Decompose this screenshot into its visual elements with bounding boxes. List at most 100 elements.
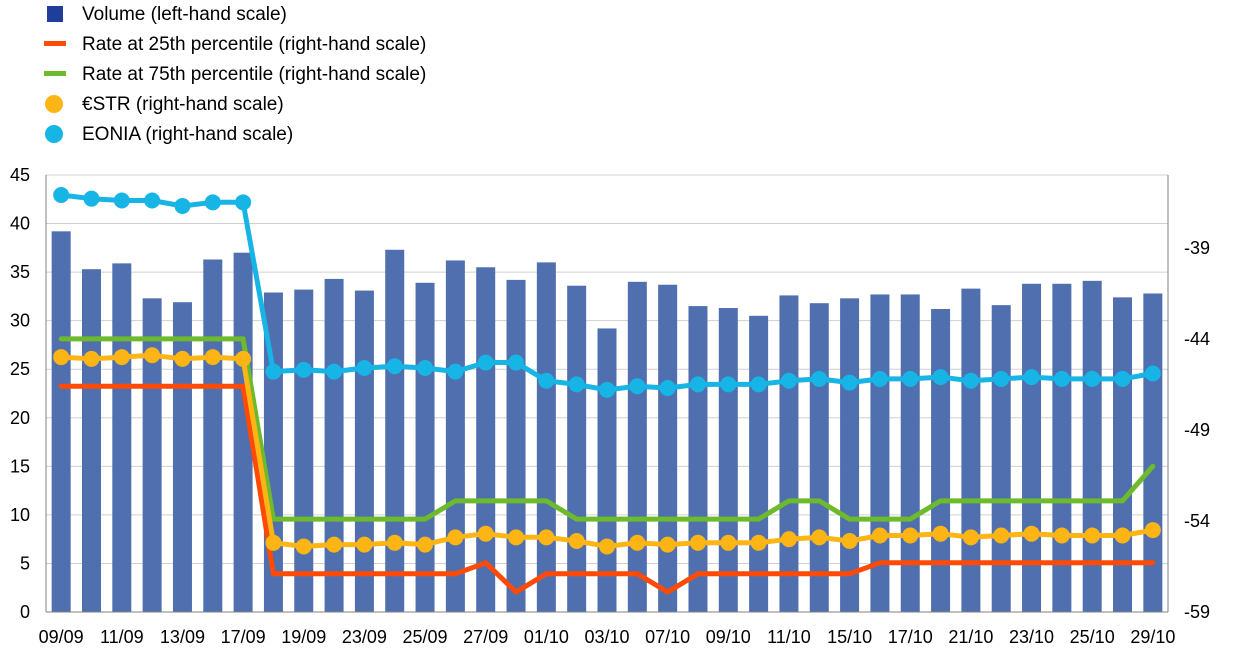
estr-marker (386, 534, 403, 551)
eonia-marker (599, 381, 615, 398)
estr-marker (235, 350, 252, 367)
eonia-marker (1084, 370, 1101, 387)
eonia-marker (204, 194, 221, 211)
y-left-tick-label: 30 (10, 311, 30, 331)
eonia-marker (113, 192, 130, 209)
eonia-marker (53, 187, 70, 204)
volume-bar (536, 262, 556, 612)
chart: 0 5 10 15 20 25 30 35 40 45 -59 -54 -49 -44 -39 09/09 11… (10, 165, 1210, 647)
estr-marker (599, 538, 615, 555)
y-left-tick-label: 40 (10, 214, 30, 234)
legend-symbol (44, 120, 72, 150)
volume-bar (749, 315, 769, 612)
eonia-marker (871, 370, 888, 387)
eonia-marker (659, 380, 676, 397)
estr-marker (871, 527, 888, 544)
volume-bar (445, 260, 465, 612)
volume-bar (567, 285, 587, 612)
eonia-marker (508, 354, 525, 371)
x-tick-label: 23/09 (342, 627, 387, 647)
x-tick-label: 23/10 (1009, 627, 1054, 647)
x-tick-label: 25/09 (403, 627, 448, 647)
eonia-marker (962, 372, 979, 389)
y-right-tick-label: -49 (1184, 420, 1210, 440)
eonia-marker (689, 376, 706, 393)
volume-bar (809, 303, 829, 612)
eonia-marker (295, 361, 312, 378)
eonia-marker (932, 369, 949, 386)
estr-marker (113, 349, 130, 366)
eonia-marker (83, 190, 100, 207)
x-tick-label: 25/10 (1070, 627, 1115, 647)
eonia-marker (538, 372, 555, 389)
eonia-marker (1144, 365, 1161, 382)
eonia-marker (417, 360, 434, 377)
y-left-tick-label: 20 (10, 408, 30, 428)
y-right-tick-label: -44 (1184, 329, 1210, 349)
volume-bar (51, 231, 71, 612)
eonia-marker (1023, 369, 1040, 386)
eonia-marker (902, 370, 919, 387)
legend-label: Rate at 25th percentile (right-hand scal… (82, 34, 427, 55)
eonia-marker (144, 192, 161, 209)
eonia-marker (780, 372, 797, 389)
x-tick-label: 03/10 (584, 627, 629, 647)
eonia-marker (477, 354, 494, 371)
estr-marker (932, 525, 949, 542)
legend-label: Rate at 75th percentile (right-hand scal… (82, 64, 427, 85)
volume-bar (294, 289, 314, 612)
estr-marker (689, 534, 706, 551)
x-tick-label: 27/09 (463, 627, 508, 647)
eonia-marker (356, 360, 373, 377)
eonia-marker (720, 376, 737, 393)
estr-marker (295, 538, 312, 555)
x-tick-label: 11/10 (767, 627, 811, 647)
estr-marker (993, 527, 1010, 544)
p75-line (58, 336, 1156, 522)
x-tick-label: 07/10 (645, 627, 690, 647)
legend-symbol (44, 0, 72, 30)
eonia-marker (447, 363, 464, 380)
volume-bar (506, 279, 526, 612)
volume-bar (718, 308, 738, 612)
estr-marker (204, 349, 221, 366)
estr-marker (1144, 522, 1161, 539)
estr-marker (538, 529, 555, 546)
estr-marker (53, 349, 70, 366)
legend-swatch-dot (45, 95, 63, 113)
estr-marker (811, 529, 828, 546)
eonia-marker (326, 363, 343, 380)
eonia-marker (1114, 370, 1131, 387)
y-left-tick-label: 0 (20, 602, 30, 622)
estr-marker (1114, 527, 1131, 544)
y-left-tick-label: 15 (10, 456, 30, 476)
x-tick-label: 17/10 (888, 627, 933, 647)
estr-marker (962, 529, 979, 546)
x-tick-label: 21/10 (948, 627, 993, 647)
legend-symbol (44, 60, 72, 90)
estr-marker (144, 347, 161, 364)
estr-marker (417, 536, 434, 553)
rate-markers (53, 187, 1161, 555)
estr-marker (1023, 525, 1040, 542)
x-tick-label: 09/10 (706, 627, 751, 647)
estr-marker (508, 529, 525, 546)
volume-bar (597, 328, 617, 612)
y-left-tick-label: 45 (10, 165, 30, 185)
estr-marker (477, 525, 494, 542)
x-tick-label: 17/09 (221, 627, 266, 647)
legend-label: EONIA (right-hand scale) (82, 124, 294, 145)
eonia-marker (386, 358, 403, 375)
volume-bar (203, 259, 223, 612)
volume-bar (142, 298, 162, 612)
estr-marker (568, 532, 585, 549)
estr-marker (356, 536, 373, 553)
estr-marker (83, 350, 100, 367)
y-left-tick-label: 25 (10, 359, 30, 379)
volume-bar (991, 305, 1011, 612)
estr-marker (780, 531, 797, 548)
eonia-marker (1053, 370, 1070, 387)
legend-label: €STR (right-hand scale) (82, 94, 284, 115)
volume-bar (324, 278, 344, 612)
eonia-marker (993, 370, 1010, 387)
